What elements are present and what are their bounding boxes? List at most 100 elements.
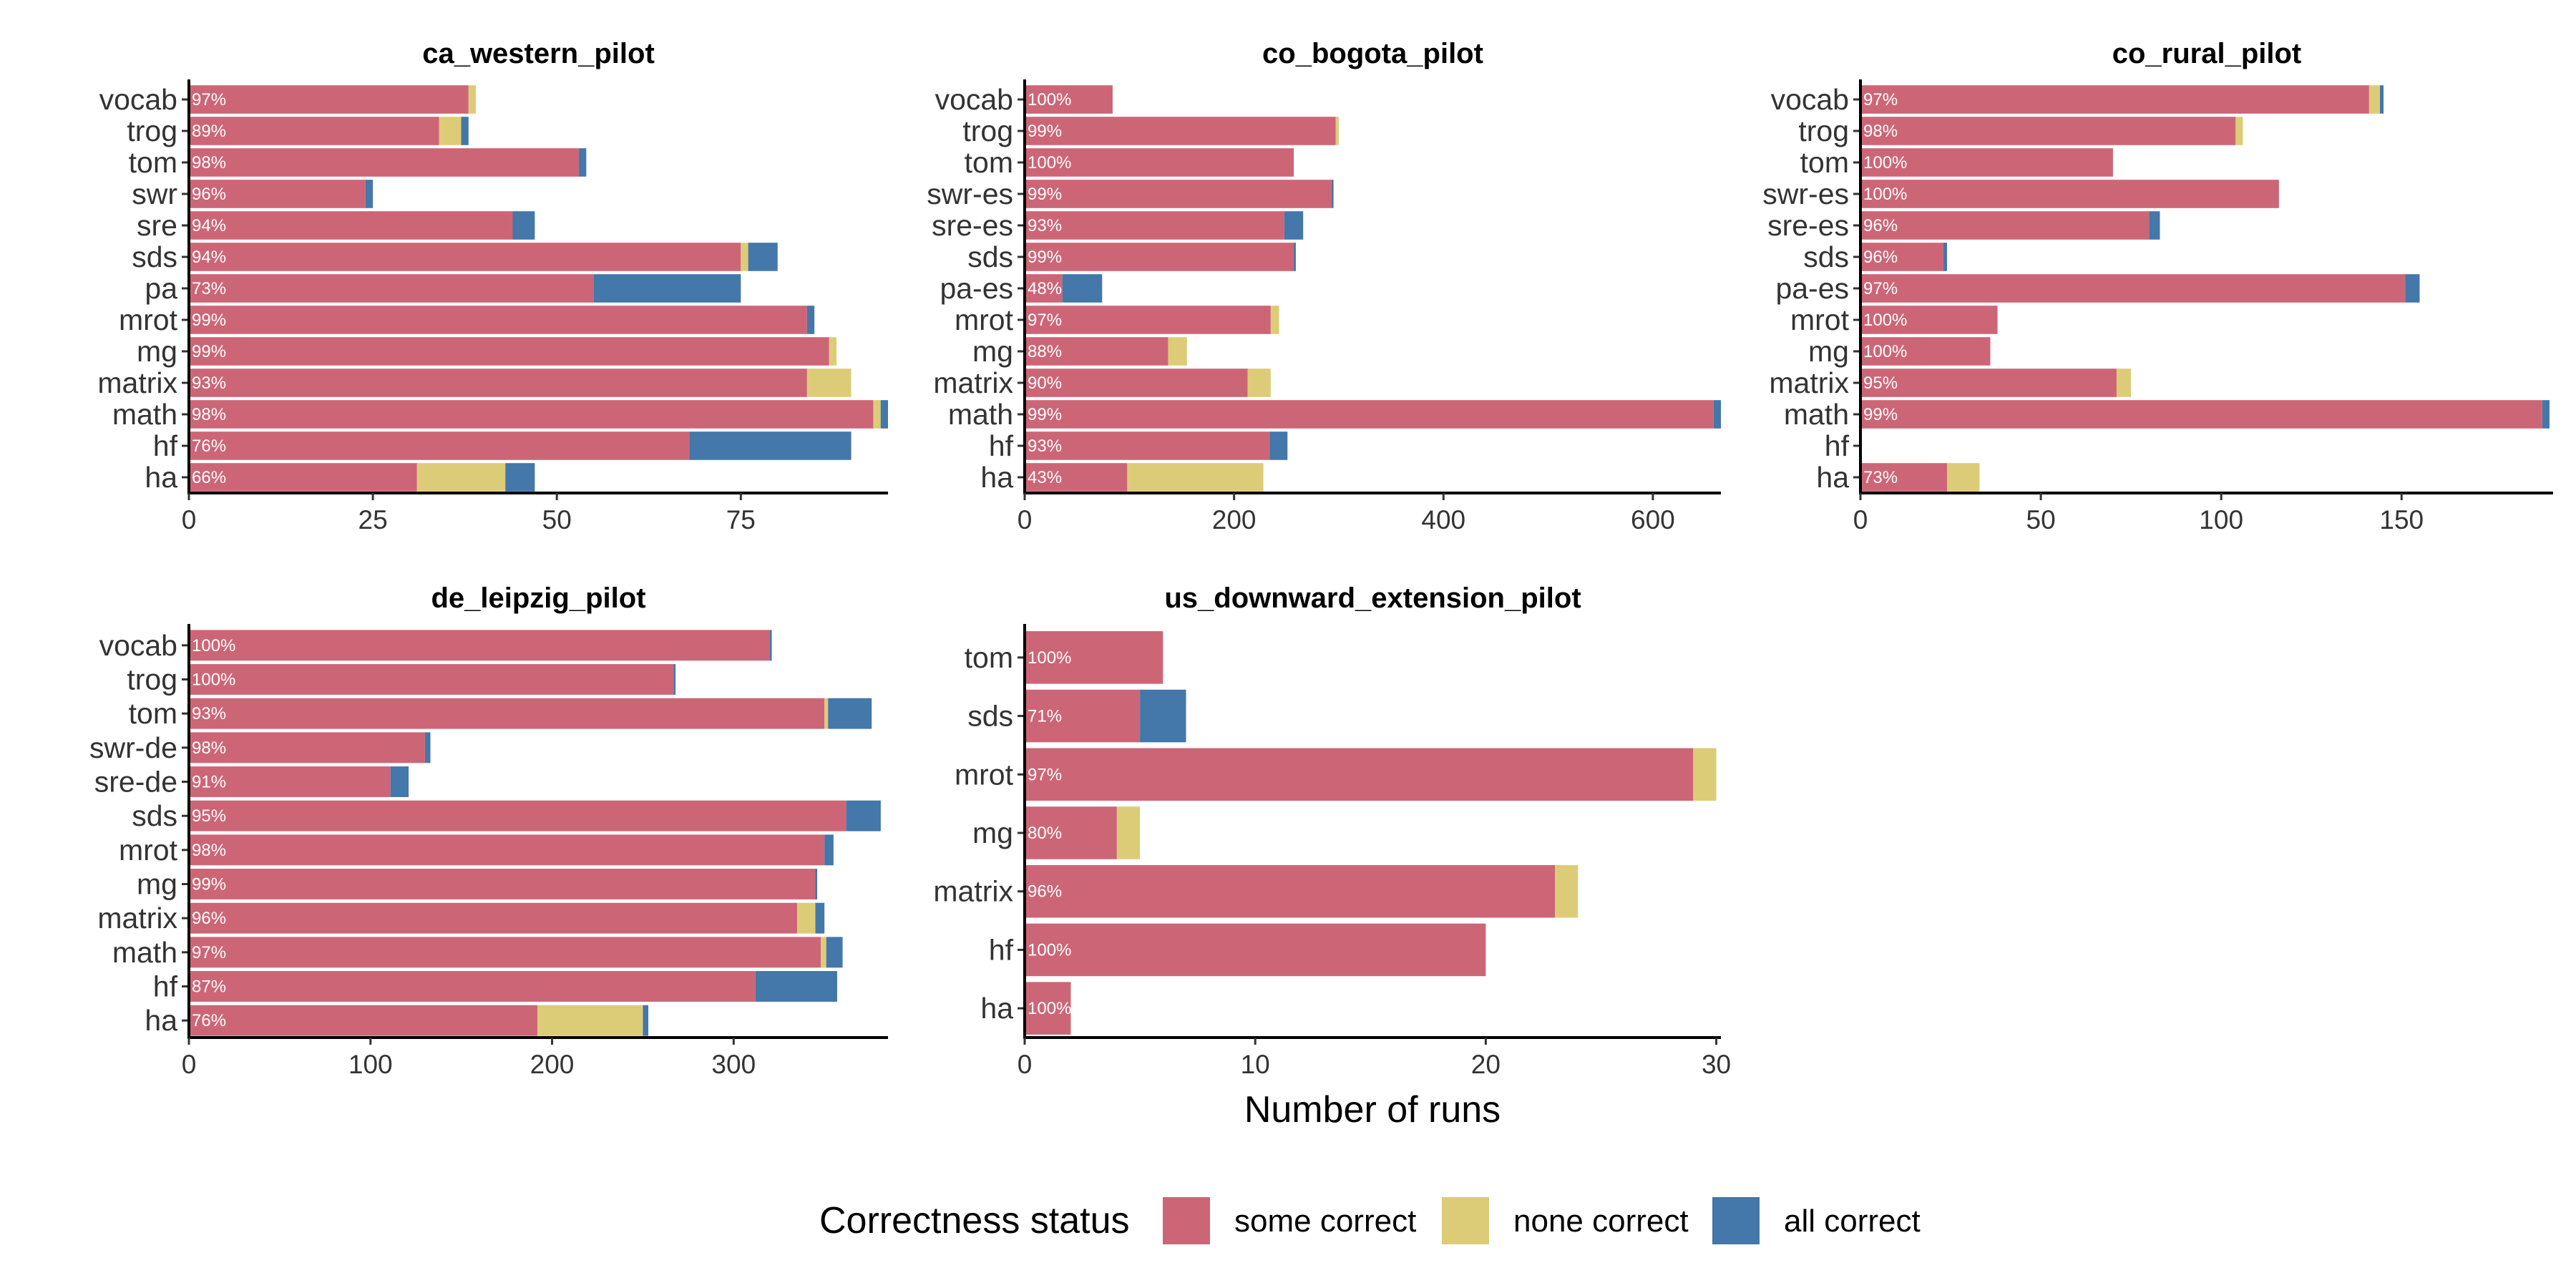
bar-some-correct — [1025, 306, 1271, 334]
panel-co_bogota_pilot: co_bogota_pilot 100% vocab 99% trog 100% tom 99… — [927, 38, 1721, 535]
category-label: trog — [127, 114, 177, 147]
bar-some-correct — [189, 274, 594, 303]
panel-title: us_downward_extension_pilot — [1164, 582, 1581, 614]
bar-none-correct — [824, 698, 829, 729]
bar-percent-label: 98% — [192, 738, 226, 758]
category-label: tom — [965, 641, 1013, 674]
category-label: ha — [980, 992, 1013, 1025]
category-label: vocab — [935, 83, 1013, 116]
category-label: swr-de — [89, 731, 177, 764]
bar-some-correct — [1025, 631, 1163, 684]
bar-percent-label: 100% — [192, 636, 235, 655]
bar-some-correct — [1025, 369, 1248, 397]
bar-some-correct — [189, 463, 417, 492]
category-label: sre-de — [94, 766, 177, 799]
bar-percent-label: 100% — [1863, 153, 1907, 172]
bar-percent-label: 90% — [1028, 374, 1062, 393]
category-label: vocab — [99, 83, 177, 116]
bar-all-correct — [824, 834, 834, 866]
legend-title: Correctness status — [819, 1200, 1130, 1241]
panel-de_leipzig_pilot: de_leipzig_pilot 100% vocab 100% trog 93% tom 9… — [89, 582, 888, 1079]
x-tick-label: 400 — [1421, 505, 1465, 535]
bar-some-correct — [189, 664, 674, 695]
bar-all-correct — [806, 306, 815, 334]
legend-key-none-correct — [1442, 1197, 1489, 1244]
panel-us_downward_extension_pilot: us_downward_extension_pilot 100% tom 71% sds… — [933, 582, 1731, 1079]
bar-percent-label: 96% — [1028, 882, 1062, 902]
bar-all-correct — [2149, 211, 2160, 240]
category-label: pa — [145, 272, 177, 305]
bar-some-correct — [189, 431, 690, 460]
bar-percent-label: 93% — [1028, 436, 1062, 456]
category-label: vocab — [99, 629, 177, 662]
category-label: tom — [965, 146, 1013, 179]
category-label: ha — [980, 461, 1013, 494]
bar-none-correct — [1555, 864, 1579, 918]
bar-all-correct — [1713, 400, 1721, 429]
bar-percent-label: 97% — [1863, 279, 1898, 298]
bar-all-correct — [880, 400, 888, 429]
x-tick-label: 0 — [1853, 505, 1868, 535]
category-label: matrix — [933, 875, 1013, 908]
legend: Correctness status some correct none corr… — [819, 1197, 1921, 1244]
bar-none-correct — [1947, 463, 1980, 492]
bar-none-correct — [1693, 748, 1717, 801]
bar-some-correct — [1025, 85, 1113, 114]
category-label: pa-es — [1775, 272, 1849, 305]
bar-all-correct — [770, 630, 772, 661]
panel-ca_western_pilot: ca_western_pilot 97% vocab 89% trog 98% tom 96%… — [97, 38, 888, 535]
category-label: sds — [967, 240, 1013, 273]
bar-all-correct — [846, 800, 881, 831]
legend-label-all-correct: all correct — [1784, 1204, 1921, 1239]
legend-key-some-correct — [1163, 1197, 1210, 1244]
bar-some-correct — [189, 400, 874, 429]
bar-all-correct — [424, 732, 431, 763]
category-label: sds — [132, 799, 177, 832]
bar-percent-label: 100% — [1028, 940, 1071, 960]
x-tick-label: 20 — [1471, 1050, 1501, 1079]
bar-none-correct — [1247, 369, 1271, 397]
panel-title: co_rural_pilot — [2112, 38, 2302, 69]
bar-none-correct — [439, 117, 462, 145]
category-label: matrix — [97, 902, 177, 935]
bar-some-correct — [1860, 463, 1947, 492]
category-label: math — [1784, 398, 1849, 431]
bar-none-correct — [1335, 117, 1339, 145]
bar-percent-label: 98% — [192, 841, 226, 860]
category-label: hf — [989, 933, 1014, 966]
bar-none-correct — [873, 400, 881, 429]
x-tick-label: 30 — [1702, 1050, 1731, 1079]
category-label: hf — [989, 429, 1014, 462]
category-label: ha — [145, 1004, 177, 1037]
bar-some-correct — [1025, 180, 1332, 208]
bar-all-correct — [815, 869, 818, 899]
bar-none-correct — [821, 937, 826, 968]
bar-percent-label: 99% — [1863, 405, 1898, 424]
bar-percent-label: 95% — [1863, 374, 1898, 393]
bar-some-correct — [1025, 337, 1169, 366]
bar-all-correct — [1269, 431, 1288, 460]
bar-percent-label: 97% — [1028, 311, 1062, 330]
category-label: hf — [153, 970, 178, 1003]
bar-all-correct — [390, 766, 409, 797]
legend-label-some-correct: some correct — [1234, 1204, 1416, 1239]
category-label: tom — [129, 697, 177, 730]
category-label: pa-es — [940, 272, 1013, 305]
bar-some-correct — [1860, 243, 1943, 271]
category-label: math — [112, 398, 177, 431]
bar-all-correct — [1284, 211, 1304, 240]
bar-some-correct — [1860, 211, 2150, 240]
bar-percent-label: 100% — [1028, 153, 1071, 172]
bar-none-correct — [741, 243, 748, 271]
bar-some-correct — [189, 698, 825, 729]
category-label: hf — [1825, 429, 1850, 462]
bar-all-correct — [755, 971, 837, 1002]
bar-none-correct — [2368, 85, 2380, 114]
bar-some-correct — [189, 180, 366, 208]
bar-some-correct — [1025, 148, 1294, 177]
x-tick-label: 75 — [726, 505, 756, 535]
bar-all-correct — [512, 211, 535, 240]
x-tick-label: 150 — [2379, 505, 2424, 535]
bar-none-correct — [2116, 369, 2132, 397]
